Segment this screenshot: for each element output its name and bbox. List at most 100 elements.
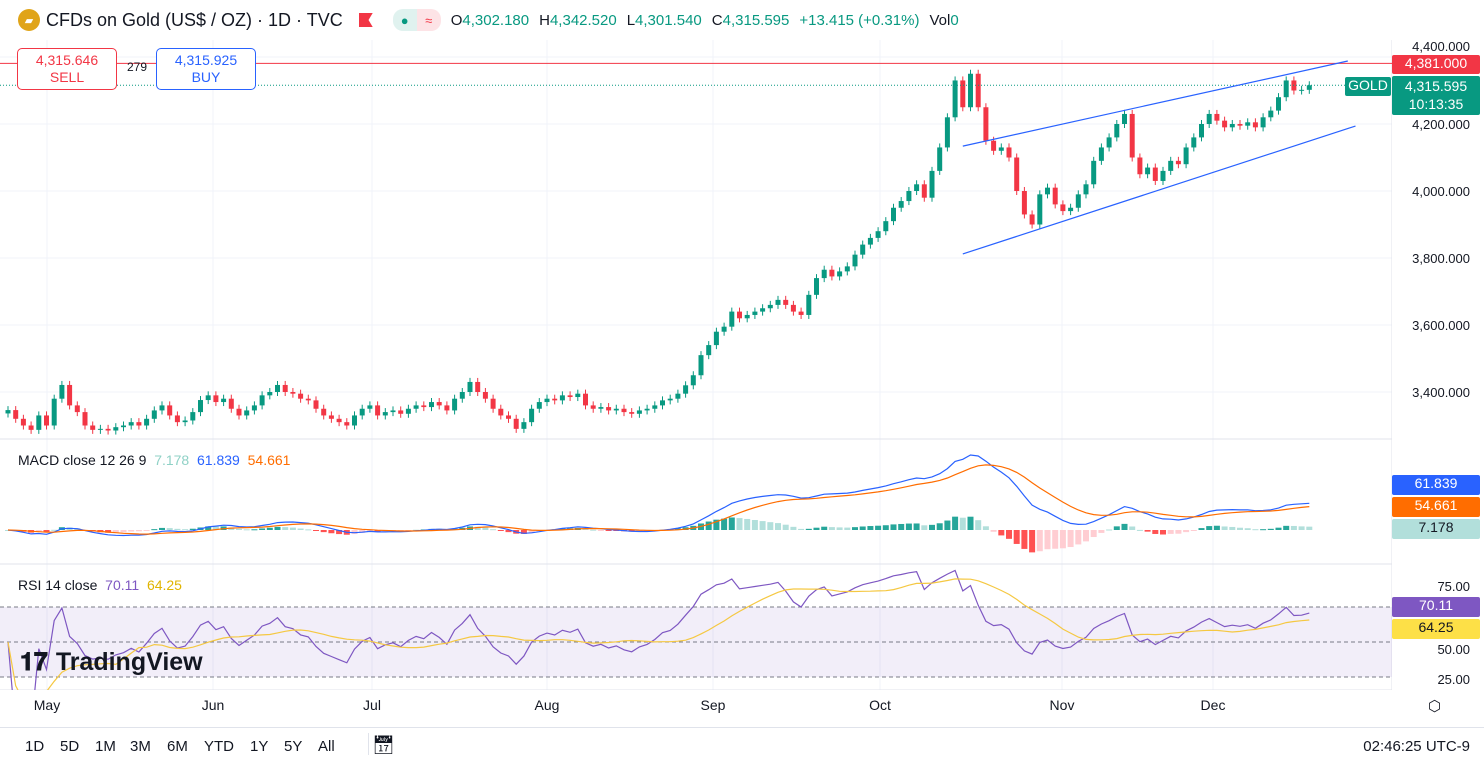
- range-button-5d[interactable]: 5D: [60, 738, 80, 755]
- candle: [821, 265, 827, 283]
- macd-histogram-bar: [913, 523, 920, 530]
- macd-histogram-bar: [859, 526, 866, 530]
- candle: [660, 396, 665, 410]
- candle: [968, 69, 973, 112]
- candle: [1137, 153, 1143, 179]
- macd-histogram-bar: [1075, 530, 1082, 545]
- candle-body: [336, 418, 342, 423]
- candle-body: [721, 326, 727, 332]
- range-button-5y[interactable]: 5Y: [284, 738, 303, 755]
- macd-histogram-bar: [112, 530, 119, 533]
- candle-body: [459, 392, 465, 399]
- candle: [475, 377, 481, 397]
- candle: [1052, 183, 1058, 209]
- range-button-1m[interactable]: 1M: [95, 738, 116, 755]
- candle-body: [937, 147, 943, 171]
- candle: [760, 304, 766, 316]
- range-button-1d[interactable]: 1D: [25, 738, 45, 755]
- candle-body: [867, 237, 873, 245]
- macd-histogram-bar: [1136, 529, 1143, 531]
- ohlc-change: +13.415 (+0.31%): [799, 11, 920, 29]
- candle-body: [683, 385, 689, 394]
- candle: [498, 404, 504, 420]
- macd-histogram-bar: [867, 526, 874, 530]
- candle: [1229, 119, 1235, 132]
- clock[interactable]: 02:46:25 UTC-9: [1363, 738, 1470, 755]
- macd-histogram-bar: [959, 517, 966, 530]
- candle-body: [875, 231, 881, 238]
- candle-body: [1260, 117, 1266, 128]
- candle-body: [1206, 113, 1212, 124]
- candle-body: [606, 407, 612, 411]
- candle-body: [398, 410, 404, 414]
- tradingview-logo[interactable]: 𝟏𝟕 TradingView: [20, 648, 203, 676]
- settings-gear-icon[interactable]: ⬡: [1428, 698, 1442, 715]
- candle-body: [1152, 167, 1158, 181]
- macd-histogram-bar: [1306, 526, 1313, 530]
- candle-body: [660, 400, 665, 406]
- candle-body: [513, 418, 519, 429]
- candle: [282, 380, 288, 397]
- candle: [1299, 85, 1305, 95]
- date-range-calendar-icon[interactable]: 📅︎: [372, 735, 395, 755]
- candle: [490, 394, 496, 413]
- candle-body: [706, 345, 712, 356]
- candle-body: [213, 395, 219, 403]
- candle-body: [760, 308, 766, 312]
- macd-histogram-bar: [1183, 530, 1190, 533]
- candle: [429, 398, 434, 412]
- candle: [151, 406, 157, 423]
- market-closed-flag-icon[interactable]: [358, 13, 373, 27]
- candle-body: [490, 398, 496, 409]
- candle-body: [51, 398, 57, 426]
- candle: [1114, 119, 1120, 142]
- macd-histogram-bar: [1059, 530, 1066, 549]
- candle-body: [929, 170, 935, 198]
- chart-canvas[interactable]: [0, 0, 1392, 690]
- range-button-all[interactable]: All: [318, 738, 335, 755]
- symbol-title[interactable]: CFDs on Gold (US$ / OZ) · 1D · TVC: [46, 9, 343, 30]
- macd-histogram-bar: [128, 530, 135, 532]
- candle-body: [1029, 214, 1035, 225]
- candle-body: [521, 422, 527, 429]
- macd-histogram-bar: [990, 530, 997, 532]
- candle: [244, 406, 250, 420]
- status-pill[interactable]: ● ≈: [392, 9, 441, 31]
- price-tick: 3,800.000: [1412, 251, 1470, 266]
- candle-body: [1191, 137, 1197, 148]
- candle: [405, 404, 411, 418]
- candle: [921, 180, 927, 202]
- candle: [1276, 93, 1281, 115]
- candle-body: [1075, 194, 1081, 208]
- candle-body: [914, 184, 920, 191]
- candle: [767, 300, 773, 313]
- candle-body: [251, 405, 257, 411]
- macd-histogram-bar: [1252, 529, 1259, 531]
- rsi-line: [7, 569, 1310, 690]
- candle-body: [698, 355, 704, 376]
- candle: [729, 307, 735, 331]
- candle: [321, 404, 327, 420]
- candle: [1206, 109, 1212, 129]
- sell-button[interactable]: 4,315.646 SELL: [17, 48, 117, 90]
- candle-body: [960, 80, 966, 108]
- candle-body: [968, 73, 973, 108]
- macd-histogram-bar: [1283, 525, 1290, 530]
- candle-body: [1137, 157, 1143, 175]
- macd-histogram-bar: [320, 530, 327, 533]
- candle: [998, 143, 1004, 155]
- candle: [1191, 133, 1197, 152]
- buy-button[interactable]: 4,315.925 BUY: [156, 48, 256, 90]
- candle: [829, 265, 835, 281]
- range-button-3m[interactable]: 3M: [130, 738, 151, 755]
- candle: [20, 414, 26, 430]
- candle: [74, 401, 80, 417]
- macd-histogram-bar: [905, 523, 912, 530]
- range-button-6m[interactable]: 6M: [167, 738, 188, 755]
- macd-histogram-bar: [944, 520, 951, 530]
- candle-body: [59, 384, 65, 399]
- candle: [975, 69, 981, 112]
- range-button-1y[interactable]: 1Y: [250, 738, 269, 755]
- range-button-ytd[interactable]: YTD: [204, 738, 234, 755]
- macd-histogram-bar: [813, 527, 820, 530]
